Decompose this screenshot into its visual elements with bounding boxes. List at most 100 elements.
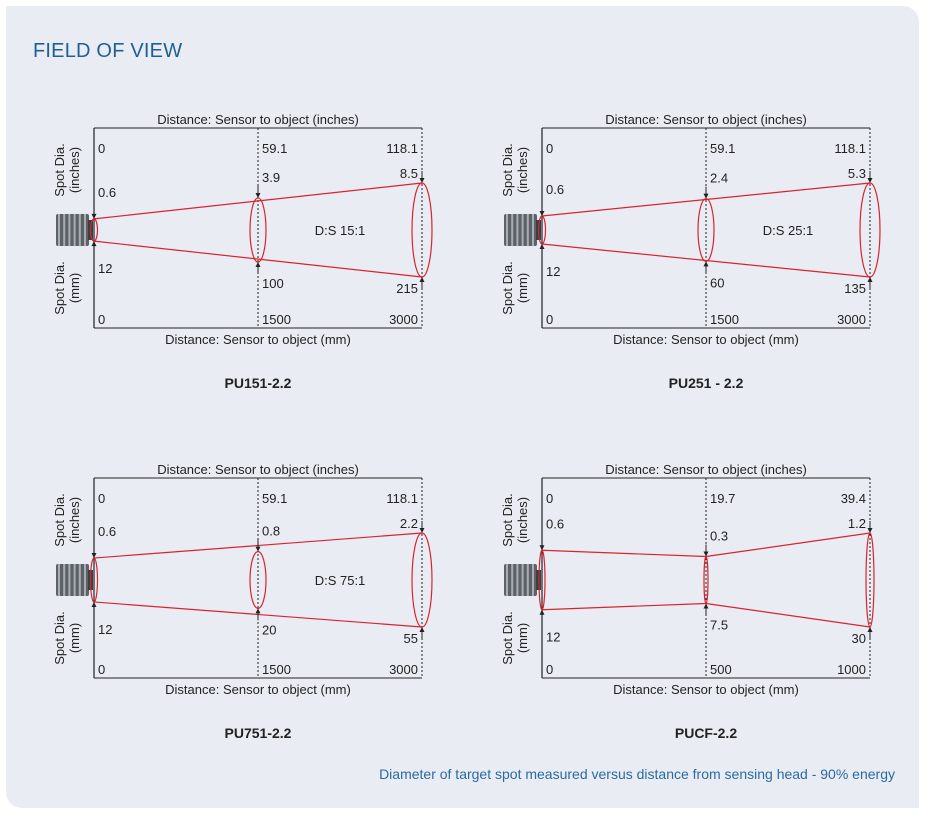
arrowhead-bottom-0: [539, 609, 545, 615]
model-label: PUCF-2.2: [675, 725, 737, 741]
arrowhead-bottom-0: [91, 601, 97, 607]
mm-tick-0: 0: [546, 662, 553, 677]
fov-svg: Distance: Sensor to object (inches) Dista…: [52, 112, 433, 391]
spot-inch-1: 2.4: [710, 171, 728, 186]
sensor-ridge: [511, 564, 514, 596]
mm-tick-0: 0: [98, 312, 105, 327]
y-label-mm-line1: Spot Dia.: [52, 261, 67, 314]
arrowhead-top-0: [91, 213, 97, 219]
y-label-inches-line2: (inches): [67, 497, 82, 543]
top-axis-label: Distance: Sensor to object (inches): [605, 462, 807, 477]
y-label-mm-line1: Spot Dia.: [500, 261, 515, 314]
mm-tick-0: 0: [546, 312, 553, 327]
arrowhead-bottom-2: [867, 277, 873, 282]
fov-diagram-pu151: Distance: Sensor to object (inches) Dista…: [46, 110, 466, 410]
arrowhead-top-0: [91, 553, 97, 559]
spot-inch-2: 5.3: [848, 166, 866, 181]
sensor-ridge: [73, 214, 76, 246]
spot-mm-0: 12: [546, 630, 560, 645]
sensor-head-icon: [56, 214, 93, 246]
bottom-axis-label: Distance: Sensor to object (mm): [165, 682, 351, 697]
sensor-head-icon: [504, 214, 541, 246]
arrowhead-bottom-0: [91, 241, 97, 247]
ds-ratio-label: D:S 15:1: [315, 223, 366, 238]
spot-inch-2: 8.5: [400, 166, 418, 181]
fov-svg: Distance: Sensor to object (inches) Dista…: [500, 112, 881, 391]
model-label: PU251 - 2.2: [669, 375, 744, 391]
fov-svg: Distance: Sensor to object (inches) Dista…: [52, 462, 433, 741]
inch-tick-2: 118.1: [386, 141, 418, 156]
arrowhead-top-1: [703, 193, 709, 199]
spot-mm-2: 55: [404, 631, 418, 646]
fov-diagram-pu251: Distance: Sensor to object (inches) Dista…: [494, 110, 914, 410]
mm-tick-0: 0: [98, 662, 105, 677]
arrowhead-bottom-0: [539, 244, 545, 250]
page-title: FIELD OF VIEW: [33, 40, 183, 62]
sensor-ridge: [63, 564, 66, 596]
sensor-head-icon: [504, 564, 541, 596]
spot-mm-0: 12: [98, 261, 112, 276]
footnote: Diameter of target spot measured versus …: [379, 766, 895, 782]
y-label-inches-line1: Spot Dia.: [500, 143, 515, 196]
sensor-ridge: [526, 214, 529, 246]
sensor-head-icon: [56, 564, 93, 596]
model-label: PU151-2.2: [225, 375, 292, 391]
beam-edge-bottom: [93, 240, 423, 278]
sensor-ridge: [78, 214, 81, 246]
ds-ratio-label: D:S 75:1: [315, 573, 366, 588]
y-label-inches-line1: Spot Dia.: [52, 143, 67, 196]
arrowhead-top-1: [703, 551, 709, 557]
sensor-ridge: [73, 564, 76, 596]
y-label-inches-line2: (inches): [515, 497, 530, 543]
spot-mm-0: 12: [546, 264, 560, 279]
mm-tick-1: 500: [710, 662, 732, 677]
y-label-inches-line2: (inches): [67, 147, 82, 193]
mm-tick-2: 3000: [389, 662, 418, 677]
spot-mm-2: 30: [852, 631, 866, 646]
mm-tick-1: 1500: [262, 312, 291, 327]
top-axis-label: Distance: Sensor to object (inches): [157, 112, 359, 127]
inch-tick-0: 0: [98, 491, 105, 506]
sensor-ridge: [58, 564, 60, 596]
sensor-ridge: [68, 564, 71, 596]
y-label-inches-line1: Spot Dia.: [52, 493, 67, 546]
spot-inch-1: 0.3: [710, 529, 728, 544]
beam-edge-top-far: [705, 532, 871, 558]
beam: [538, 532, 875, 628]
mm-tick-2: 1000: [837, 662, 866, 677]
beam: [89, 182, 433, 278]
spot-mm-1: 100: [262, 276, 284, 291]
arrowhead-bottom-1: [255, 262, 261, 268]
beam-edge-top: [93, 182, 423, 220]
top-axis-label: Distance: Sensor to object (inches): [157, 462, 359, 477]
ds-ratio-label: D:S 25:1: [763, 223, 814, 238]
sensor-ridge: [506, 564, 508, 596]
sensor-ridge: [84, 214, 86, 246]
sensor-ridge: [516, 564, 519, 596]
arrowhead-bottom-2: [419, 277, 425, 282]
sensor-ridge: [532, 214, 534, 246]
spot-mm-1: 60: [710, 275, 724, 290]
y-label-mm-line2: (mm): [67, 273, 82, 303]
spot-inch-0: 0.6: [98, 185, 116, 200]
bottom-axis-label: Distance: Sensor to object (mm): [165, 332, 351, 347]
arrowhead-top-1: [255, 546, 261, 552]
sensor-ridge: [68, 214, 71, 246]
y-label-mm-line1: Spot Dia.: [500, 611, 515, 664]
sensor-ridge: [511, 214, 514, 246]
arrowhead-top-0: [539, 545, 545, 551]
beam: [537, 182, 881, 278]
spot-mm-1: 7.5: [710, 618, 728, 633]
beam: [89, 532, 433, 628]
sensor-ridge: [516, 214, 519, 246]
inch-tick-1: 59.1: [262, 141, 287, 156]
fov-diagram-pu751: Distance: Sensor to object (inches) Dista…: [46, 460, 466, 760]
bottom-axis-label: Distance: Sensor to object (mm): [613, 682, 799, 697]
y-label-inches-line1: Spot Dia.: [500, 493, 515, 546]
sensor-ridge: [521, 214, 524, 246]
arrowhead-bottom-1: [703, 261, 709, 267]
y-label-mm-line2: (mm): [67, 623, 82, 653]
spot-inch-0: 0.6: [546, 516, 564, 531]
inch-tick-2: 118.1: [386, 491, 418, 506]
inch-tick-1: 19.7: [710, 491, 735, 506]
